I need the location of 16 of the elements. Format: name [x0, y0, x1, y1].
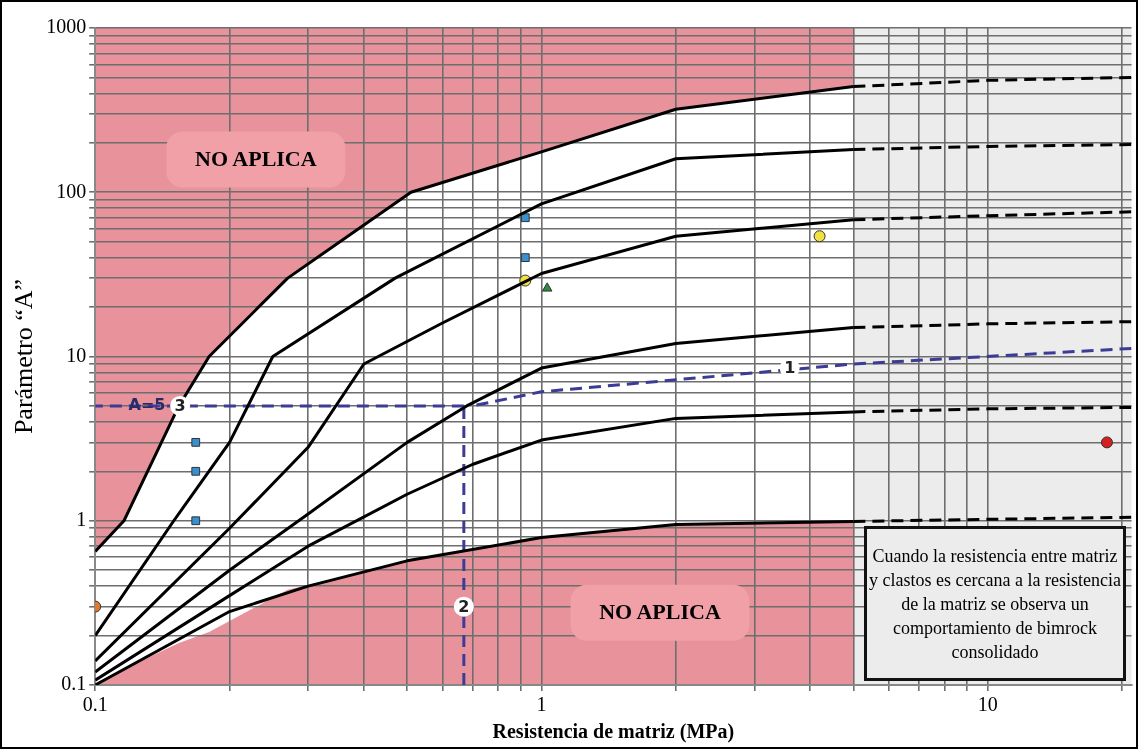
annotation: 2: [458, 596, 470, 616]
y-tick-label: 10: [66, 343, 87, 366]
y-tick-label: 1000: [46, 15, 87, 38]
x-axis-title: Resistencia de matriz (MPa): [492, 720, 735, 744]
annotation: NO APLICA: [599, 599, 721, 625]
x-tick-label: 10: [977, 693, 998, 716]
annotation: NO APLICA: [195, 146, 317, 172]
annotation: 1: [784, 358, 796, 378]
annotation: Cuando la resistencia entre matriz y clastos es cercana a la resistencia de la matriz se observa un comportamiento de bimrock consolidado: [864, 526, 1126, 681]
x-tick-label: 0.1: [82, 693, 108, 716]
x-tick-label: 1: [536, 693, 547, 716]
y-tick-label: 1: [76, 508, 87, 530]
y-tick-label: 100: [56, 179, 87, 202]
annotation: 3: [174, 396, 186, 416]
y-tick-label: 0.1: [61, 672, 87, 695]
y-axis-title: Parámetro “A”: [9, 278, 39, 435]
